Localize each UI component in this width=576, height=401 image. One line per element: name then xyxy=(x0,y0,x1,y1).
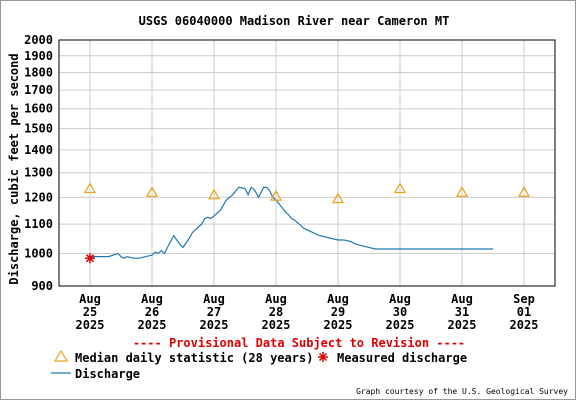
x-tick-year: 2025 xyxy=(448,318,477,332)
x-tick-year: 2025 xyxy=(324,318,353,332)
x-tick-day: 25 xyxy=(83,305,97,319)
plot-series xyxy=(83,182,531,264)
x-tick-day: 31 xyxy=(455,305,469,319)
measured-marker xyxy=(85,253,95,264)
x-tick-month: Aug xyxy=(79,292,101,306)
x-tick-year: 2025 xyxy=(386,318,415,332)
legend-median-marker xyxy=(53,349,69,362)
y-tick-label: 1300 xyxy=(24,166,53,180)
median-marker xyxy=(83,182,97,194)
median-marker xyxy=(331,192,345,204)
x-tick-day: 29 xyxy=(331,305,345,319)
y-tick-label: 1800 xyxy=(24,65,53,79)
y-tick-label: 1900 xyxy=(24,49,53,63)
x-tick-year: 2025 xyxy=(200,318,229,332)
credit-text: Graph courtesy of the U.S. Geological Su… xyxy=(356,387,568,396)
legend-median-label: Median daily statistic (28 years) xyxy=(75,351,313,365)
median-marker xyxy=(145,186,159,197)
y-tick-label: 1000 xyxy=(24,247,53,261)
legend-measured-label: Measured discharge xyxy=(337,351,467,365)
x-tick-month: Aug xyxy=(203,292,225,306)
legend-measured-marker xyxy=(318,352,328,362)
x-tick-month: Aug xyxy=(389,292,411,306)
measured-marker-stroke xyxy=(85,254,95,263)
median-marker xyxy=(517,186,531,197)
provisional-note: ---- Provisional Data Subject to Revisio… xyxy=(133,336,465,350)
median-marker xyxy=(393,182,407,194)
x-tick-day: 01 xyxy=(517,305,531,319)
x-tick-year: 2025 xyxy=(138,318,167,332)
y-axis-label: Discharge, cubic feet per second xyxy=(7,53,21,284)
x-tick-day: 27 xyxy=(207,305,221,319)
x-axis-ticks: Aug252025Aug262025Aug272025Aug282025Aug2… xyxy=(76,292,539,332)
legend: Median daily statistic (28 years) Measur… xyxy=(51,349,467,381)
y-tick-label: 1600 xyxy=(24,102,53,116)
x-tick-year: 2025 xyxy=(510,318,539,332)
y-tick-label: 1700 xyxy=(24,83,53,97)
y-axis-ticks: 2000 1900 1800 1700 1600 1500 1400 1300 1200 1100… xyxy=(24,33,53,293)
x-tick-month: Aug xyxy=(451,292,473,306)
x-tick-month: Aug xyxy=(327,292,349,306)
x-tick-month: Sep xyxy=(513,292,535,306)
x-tick-year: 2025 xyxy=(76,318,105,332)
y-tick-label: 1400 xyxy=(24,143,53,157)
discharge-line xyxy=(90,186,493,259)
x-tick-month: Aug xyxy=(265,292,287,306)
y-tick-label: 2000 xyxy=(24,33,53,47)
chart-title: USGS 06040000 Madison River near Cameron… xyxy=(139,14,450,28)
x-tick-day: 28 xyxy=(269,305,283,319)
x-tick-day: 30 xyxy=(393,305,407,319)
median-marker xyxy=(455,186,469,197)
x-tick-month: Aug xyxy=(141,292,163,306)
x-tick-year: 2025 xyxy=(262,318,291,332)
y-tick-label: 1200 xyxy=(24,190,53,204)
x-tick-day: 26 xyxy=(145,305,159,319)
plot-area-border xyxy=(58,39,556,287)
y-tick-label: 1500 xyxy=(24,122,53,136)
y-tick-label: 900 xyxy=(31,279,53,293)
median-marker xyxy=(269,189,283,201)
y-tick-label: 1100 xyxy=(24,217,53,231)
legend-discharge-label: Discharge xyxy=(75,367,140,381)
median-marker xyxy=(207,188,221,200)
